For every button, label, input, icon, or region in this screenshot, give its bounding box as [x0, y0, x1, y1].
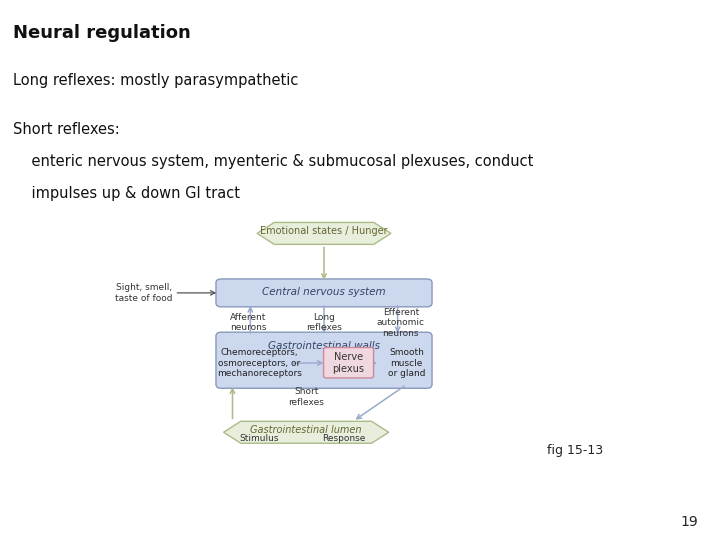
FancyBboxPatch shape	[216, 279, 432, 307]
Polygon shape	[224, 421, 389, 443]
Polygon shape	[257, 222, 391, 244]
Text: Afferent
neurons: Afferent neurons	[230, 313, 266, 332]
Text: Nerve
plexus: Nerve plexus	[333, 352, 364, 374]
Text: Central nervous system: Central nervous system	[262, 287, 386, 298]
Text: Neural regulation: Neural regulation	[13, 24, 191, 42]
Text: Gastrointestinal lumen: Gastrointestinal lumen	[251, 425, 362, 435]
Text: Gastrointestinal walls: Gastrointestinal walls	[268, 341, 380, 350]
Text: Chemoreceptors,
osmoreceptors, or
mechanoreceptors: Chemoreceptors, osmoreceptors, or mechan…	[217, 348, 302, 378]
Text: Response: Response	[323, 434, 366, 443]
Text: 19: 19	[680, 515, 698, 529]
FancyBboxPatch shape	[216, 332, 432, 388]
Text: Short reflexes:: Short reflexes:	[13, 122, 120, 137]
Text: Efferent
autonomic
neurons: Efferent autonomic neurons	[377, 308, 425, 338]
Text: Sight, smell,
taste of food: Sight, smell, taste of food	[114, 283, 172, 302]
Text: Smooth
muscle
or gland: Smooth muscle or gland	[388, 348, 426, 378]
Text: fig 15-13: fig 15-13	[547, 444, 603, 457]
Text: Long reflexes: mostly parasympathetic: Long reflexes: mostly parasympathetic	[13, 73, 298, 88]
Text: Stimulus: Stimulus	[240, 434, 279, 443]
Text: Short
reflexes: Short reflexes	[288, 387, 324, 407]
Text: Emotional states / Hunger: Emotional states / Hunger	[260, 226, 388, 236]
Text: enteric nervous system, myenteric & submucosal plexuses, conduct: enteric nervous system, myenteric & subm…	[13, 154, 534, 169]
FancyBboxPatch shape	[323, 348, 374, 378]
Text: impulses up & down GI tract: impulses up & down GI tract	[13, 186, 240, 201]
Text: Long
reflexes: Long reflexes	[306, 313, 342, 332]
